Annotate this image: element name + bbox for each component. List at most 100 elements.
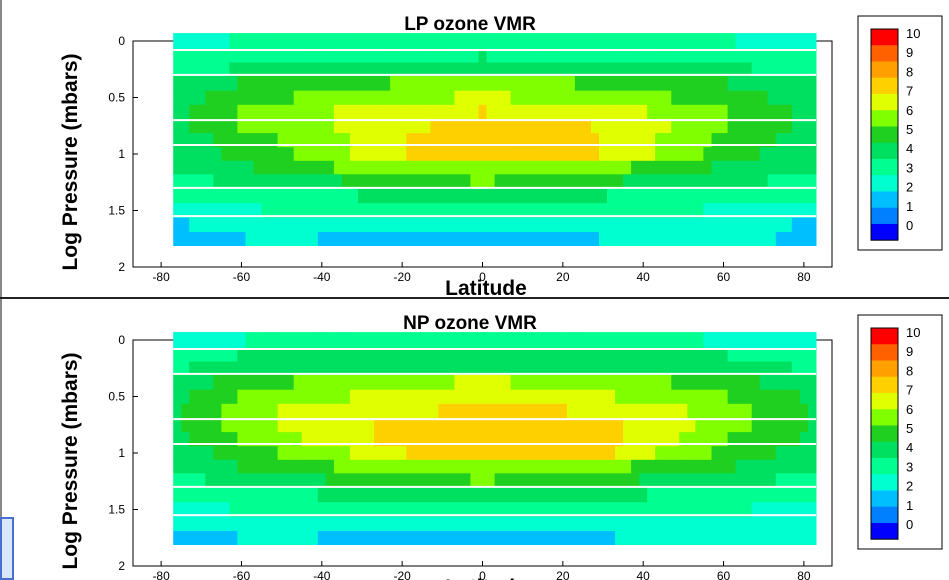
heatmap-cell <box>759 76 769 92</box>
heatmap-cell <box>245 203 255 219</box>
heatmap-cell <box>261 502 271 518</box>
heatmap-cell <box>237 217 246 233</box>
heatmap-cell <box>197 502 206 518</box>
heatmap-cell <box>197 147 206 162</box>
heatmap-cell <box>679 90 688 106</box>
heatmap-cell <box>743 418 753 433</box>
heatmap-cell <box>783 332 793 349</box>
heatmap-cell <box>671 361 680 376</box>
heatmap-cell <box>502 160 512 175</box>
heatmap-cell <box>534 76 544 92</box>
heatmap-cell <box>486 403 496 419</box>
heatmap-cell <box>783 33 793 50</box>
heatmap-cell <box>526 119 536 134</box>
heatmap-cell <box>374 531 383 545</box>
heatmap-cell <box>301 188 311 204</box>
heatmap-cell <box>181 33 190 50</box>
heatmap-cell <box>639 502 648 518</box>
heatmap-cell <box>446 217 455 233</box>
heatmap-cell <box>261 403 271 419</box>
heatmap-cell <box>534 487 544 503</box>
heatmap-cell <box>470 90 479 106</box>
heatmap-cell <box>767 403 777 419</box>
heatmap-cell <box>655 104 664 120</box>
heatmap-cell <box>422 104 431 120</box>
heatmap-cell <box>470 104 479 120</box>
heatmap-cell <box>743 104 753 120</box>
heatmap-cell <box>341 62 351 77</box>
heatmap-cell <box>599 174 608 189</box>
heatmap-cell <box>751 174 761 189</box>
heatmap-cell <box>518 203 528 219</box>
heatmap-cell <box>534 418 544 433</box>
heatmap-cell <box>229 133 238 148</box>
x-tick-label: 60 <box>717 569 731 580</box>
heatmap-cell <box>325 160 335 175</box>
heatmap-cell <box>237 232 246 246</box>
heatmap-cell <box>470 432 479 447</box>
heatmap-cell <box>791 48 801 63</box>
heatmap-cell <box>607 188 616 204</box>
heatmap-cell <box>253 473 263 488</box>
heatmap-cell <box>711 174 721 189</box>
heatmap-cell <box>518 160 528 175</box>
heatmap-cell <box>510 487 520 503</box>
heatmap-cell <box>775 160 785 175</box>
heatmap-cell <box>454 418 463 433</box>
heatmap-cell <box>591 531 600 545</box>
heatmap-cell <box>285 160 295 175</box>
heatmap-cell <box>510 174 520 189</box>
heatmap-cell <box>309 432 319 447</box>
heatmap-cell <box>309 160 319 175</box>
heatmap-cell <box>358 403 367 419</box>
heatmap-cell <box>358 217 367 233</box>
heatmap-cell <box>783 160 793 175</box>
heatmap-cell <box>277 119 287 134</box>
heatmap-cell <box>775 188 785 204</box>
heatmap-cell <box>205 217 214 233</box>
x-tick-label: -40 <box>313 569 331 580</box>
heatmap-cell <box>711 389 721 405</box>
heatmap-cell <box>398 203 407 219</box>
legend-label: 0 <box>906 517 913 532</box>
heatmap-cell <box>663 459 672 474</box>
heatmap-cell <box>526 347 536 362</box>
heatmap-cell <box>422 33 431 50</box>
heatmap-cell <box>366 473 375 488</box>
heatmap-cell <box>599 62 608 77</box>
heatmap-cell <box>478 516 488 532</box>
heatmap-cell <box>261 119 271 134</box>
heatmap-cell <box>558 188 568 204</box>
heatmap-cell <box>775 48 785 63</box>
heatmap-cell <box>181 48 190 63</box>
legend-label: 1 <box>906 498 913 513</box>
heatmap-cell <box>205 375 214 391</box>
heatmap-cell <box>743 90 753 106</box>
heatmap-cell <box>181 432 190 447</box>
heatmap-cell <box>293 33 303 50</box>
heatmap-cell <box>615 403 624 419</box>
heatmap-cell <box>494 62 504 77</box>
heatmap-cell <box>390 174 399 189</box>
heatmap-cell <box>366 459 375 474</box>
heatmap-cell <box>711 375 721 391</box>
heatmap-cell <box>687 76 696 92</box>
heatmap-cell <box>181 232 190 246</box>
heatmap-cell <box>615 473 624 488</box>
heatmap-cell <box>333 432 343 447</box>
heatmap-cell <box>518 432 528 447</box>
heatmap-cell <box>671 133 680 148</box>
y-tick-label: 1 <box>118 446 125 460</box>
heatmap-cell <box>759 48 769 63</box>
heatmap-cell <box>791 232 801 246</box>
heatmap-cell <box>607 432 616 447</box>
heatmap-cell <box>325 446 335 461</box>
heatmap-cell <box>558 119 568 134</box>
heatmap-cell <box>599 446 608 461</box>
heatmap-cell <box>526 446 536 461</box>
heatmap-cell <box>454 446 463 461</box>
heatmap-cell <box>647 133 656 148</box>
heatmap-cell <box>647 90 656 106</box>
heatmap-cell <box>470 76 479 92</box>
heatmap-cell <box>189 90 198 106</box>
